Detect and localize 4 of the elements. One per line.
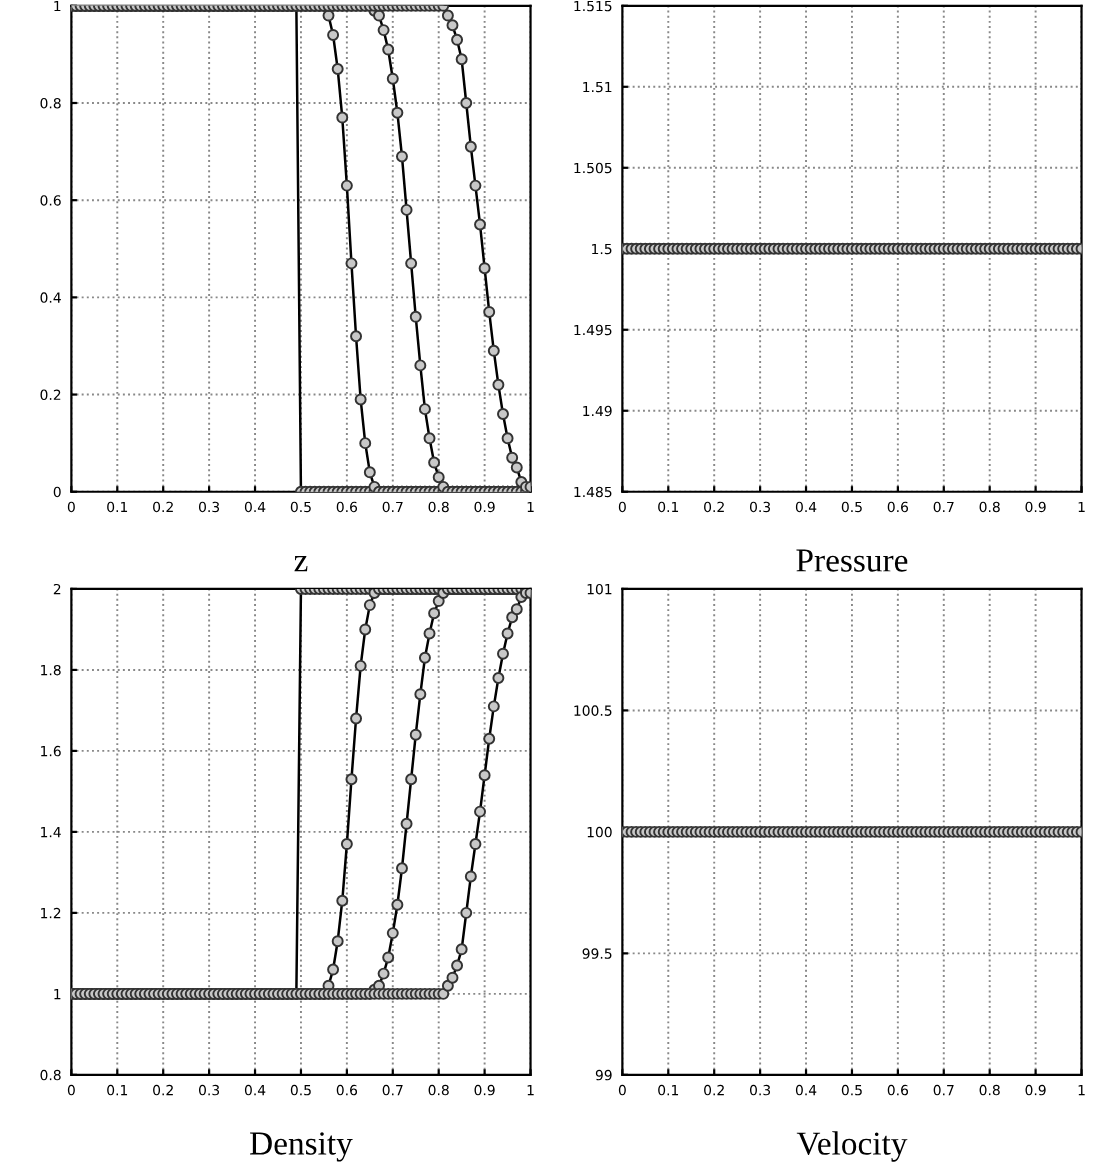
x-axis-title: Density — [250, 1132, 353, 1162]
x-axis-title: Velocity — [796, 1131, 908, 1162]
x-axis-title: Pressure — [796, 549, 908, 572]
x-axis-title: z — [294, 556, 308, 572]
